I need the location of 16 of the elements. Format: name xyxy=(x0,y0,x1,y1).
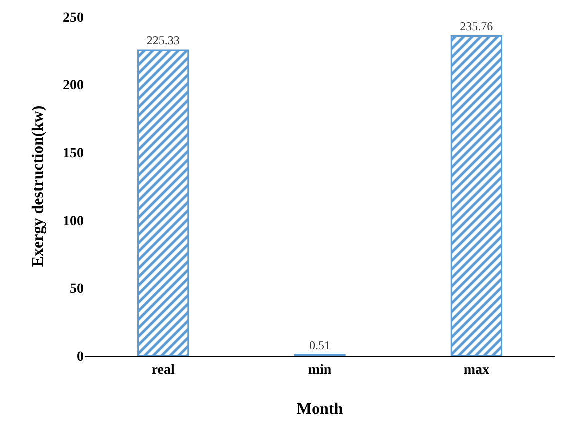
y-tick-label: 150 xyxy=(63,146,84,162)
data-label: 235.76 xyxy=(460,19,494,34)
x-tick-label: real xyxy=(152,362,175,378)
y-tick-label: 50 xyxy=(70,282,84,298)
bar xyxy=(138,50,190,356)
y-tick-label: 100 xyxy=(63,214,84,230)
data-label: 0.51 xyxy=(310,338,330,352)
y-axis-title: Exergy destruction(kw) xyxy=(30,106,47,268)
x-tick-label: max xyxy=(464,362,490,378)
y-tick-label: 0 xyxy=(77,350,84,365)
data-label: 225.33 xyxy=(146,33,180,48)
x-axis-title: Month xyxy=(296,401,344,418)
y-tick-label: 250 xyxy=(63,10,84,26)
bar xyxy=(450,36,502,356)
x-tick-label: min xyxy=(308,362,332,378)
y-tick-label: 200 xyxy=(63,78,84,94)
